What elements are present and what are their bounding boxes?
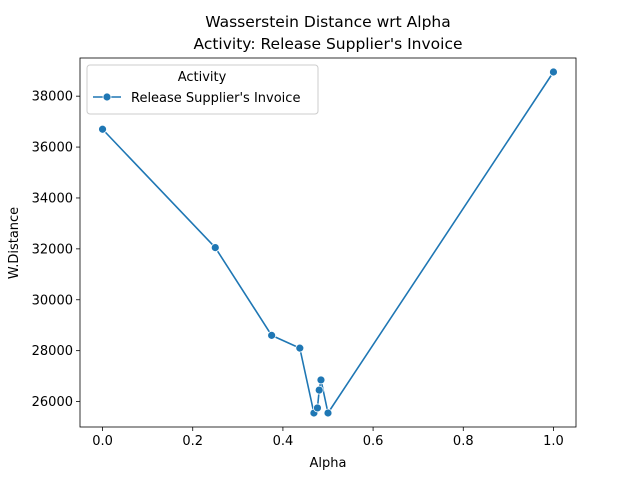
y-tick-label: 34000 bbox=[32, 191, 73, 206]
data-point bbox=[313, 403, 322, 413]
chart-title: Wasserstein Distance wrt Alpha bbox=[205, 13, 450, 31]
legend-marker-swatch bbox=[102, 92, 112, 102]
legend-box bbox=[86, 64, 319, 115]
data-point bbox=[98, 124, 107, 134]
legend: Activity Release Supplier's Invoice bbox=[86, 64, 319, 115]
data-point bbox=[267, 330, 277, 340]
legend-title: Activity bbox=[178, 70, 227, 85]
y-tick-label: 30000 bbox=[32, 293, 73, 308]
data-point bbox=[323, 408, 333, 418]
data-point bbox=[316, 375, 326, 385]
x-tick-label: 0.0 bbox=[92, 434, 113, 449]
legend-entry-label: Release Supplier's Invoice bbox=[131, 91, 300, 106]
data-point bbox=[314, 385, 324, 395]
y-tick-label: 36000 bbox=[32, 141, 73, 156]
y-axis: 26000 28000 30000 32000 34000 36000 38000 bbox=[32, 90, 80, 410]
chart-subtitle: Activity: Release Supplier's Invoice bbox=[193, 35, 462, 53]
data-point bbox=[549, 67, 558, 77]
series-layer bbox=[98, 67, 558, 418]
data-point bbox=[295, 343, 305, 353]
y-tick-label: 28000 bbox=[32, 344, 73, 359]
plot-area bbox=[79, 57, 577, 428]
x-axis: 0.0 0.2 0.4 0.6 0.8 1.0 bbox=[92, 427, 564, 449]
y-tick-label: 38000 bbox=[32, 90, 73, 105]
data-point bbox=[210, 243, 220, 252]
y-axis-title: W.Distance bbox=[7, 207, 22, 279]
x-axis-title: Alpha bbox=[310, 456, 347, 471]
x-tick-label: 0.4 bbox=[273, 434, 294, 449]
y-tick-label: 26000 bbox=[32, 395, 73, 410]
x-tick-label: 0.8 bbox=[453, 434, 474, 449]
y-tick-label: 32000 bbox=[32, 242, 73, 257]
x-tick-label: 0.2 bbox=[182, 434, 203, 449]
x-tick-label: 1.0 bbox=[543, 434, 564, 449]
x-tick-label: 0.6 bbox=[363, 434, 384, 449]
